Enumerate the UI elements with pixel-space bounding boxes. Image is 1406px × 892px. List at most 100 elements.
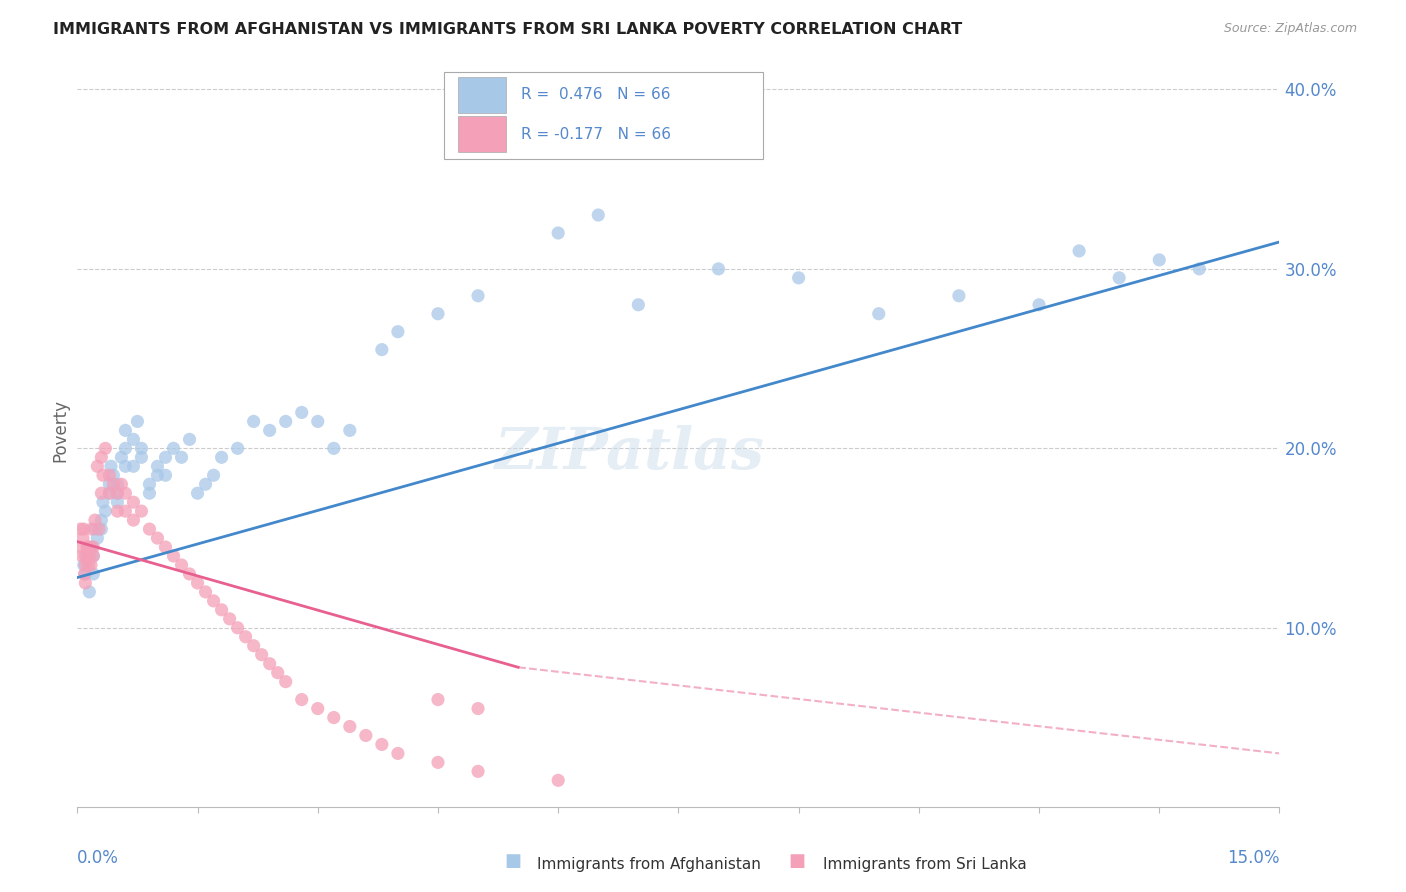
Point — [162, 549, 184, 563]
Point — [76, 540, 98, 554]
Point — [267, 665, 290, 680]
Point — [76, 549, 98, 563]
Point — [82, 549, 104, 563]
Text: ■: ■ — [505, 852, 522, 870]
Point — [1069, 244, 1091, 258]
Point — [107, 486, 129, 500]
Point — [90, 486, 112, 500]
Point — [80, 558, 103, 572]
Point — [73, 558, 96, 572]
Point — [98, 486, 121, 500]
Text: IMMIGRANTS FROM AFGHANISTAN VS IMMIGRANTS FROM SRI LANKA POVERTY CORRELATION CHA: IMMIGRANTS FROM AFGHANISTAN VS IMMIGRANT… — [53, 22, 963, 37]
Point — [91, 468, 114, 483]
Point — [627, 298, 650, 312]
Point — [138, 477, 160, 491]
Point — [72, 531, 94, 545]
Point — [75, 558, 97, 572]
Point — [114, 442, 136, 456]
Point — [69, 522, 91, 536]
Point — [110, 477, 132, 491]
Point — [75, 576, 97, 591]
Point — [547, 226, 569, 240]
Point — [339, 719, 361, 733]
Point — [146, 468, 169, 483]
Point — [155, 540, 177, 554]
Point — [90, 450, 112, 465]
Point — [226, 442, 249, 456]
Point — [211, 603, 233, 617]
FancyBboxPatch shape — [444, 72, 762, 159]
Point — [948, 289, 970, 303]
Point — [387, 325, 409, 339]
Point — [82, 549, 104, 563]
Point — [122, 513, 145, 527]
Point — [707, 261, 730, 276]
Point — [162, 442, 184, 456]
Text: Immigrants from Sri Lanka: Immigrants from Sri Lanka — [823, 857, 1026, 872]
Point — [427, 756, 450, 770]
Point — [467, 289, 489, 303]
Point — [170, 450, 193, 465]
Point — [155, 450, 177, 465]
Point — [387, 747, 409, 761]
Point — [70, 549, 93, 563]
Point — [79, 549, 101, 563]
Point — [75, 549, 97, 563]
Point — [547, 773, 569, 788]
Point — [107, 504, 129, 518]
Point — [90, 513, 112, 527]
Text: 0.0%: 0.0% — [77, 848, 120, 867]
Point — [427, 307, 450, 321]
Point — [235, 630, 257, 644]
Point — [94, 504, 117, 518]
Bar — [458, 77, 506, 113]
Point — [131, 450, 153, 465]
Point — [194, 585, 217, 599]
Point — [138, 486, 160, 500]
Point — [146, 459, 169, 474]
Point — [94, 442, 117, 456]
Point — [131, 442, 153, 456]
Point — [114, 504, 136, 518]
Point — [98, 477, 121, 491]
Point — [110, 450, 132, 465]
Point — [259, 657, 281, 671]
Point — [79, 585, 101, 599]
Point — [80, 540, 103, 554]
Point — [103, 468, 125, 483]
Point — [588, 208, 610, 222]
Point — [87, 522, 110, 536]
Point — [114, 486, 136, 500]
Point — [79, 540, 101, 554]
Point — [226, 621, 249, 635]
Y-axis label: Poverty: Poverty — [51, 399, 69, 462]
Text: R =  0.476   N = 66: R = 0.476 N = 66 — [520, 87, 671, 103]
Point — [259, 424, 281, 438]
Point — [307, 701, 329, 715]
Point — [138, 522, 160, 536]
Point — [82, 566, 104, 581]
Point — [467, 764, 489, 779]
Point — [187, 576, 209, 591]
Point — [170, 558, 193, 572]
Point — [107, 486, 129, 500]
Point — [322, 442, 344, 456]
Text: Source: ZipAtlas.com: Source: ZipAtlas.com — [1223, 22, 1357, 36]
Point — [274, 414, 297, 428]
Point — [122, 495, 145, 509]
Point — [155, 468, 177, 483]
Point — [179, 566, 201, 581]
Point — [76, 540, 98, 554]
Point — [70, 540, 93, 554]
Point — [467, 701, 489, 715]
Point — [84, 513, 107, 527]
Point — [787, 270, 810, 285]
Point — [107, 477, 129, 491]
Point — [868, 307, 890, 321]
Point — [274, 674, 297, 689]
Point — [322, 710, 344, 724]
Point — [202, 594, 225, 608]
Point — [127, 414, 149, 428]
Point — [107, 495, 129, 509]
Point — [218, 612, 240, 626]
